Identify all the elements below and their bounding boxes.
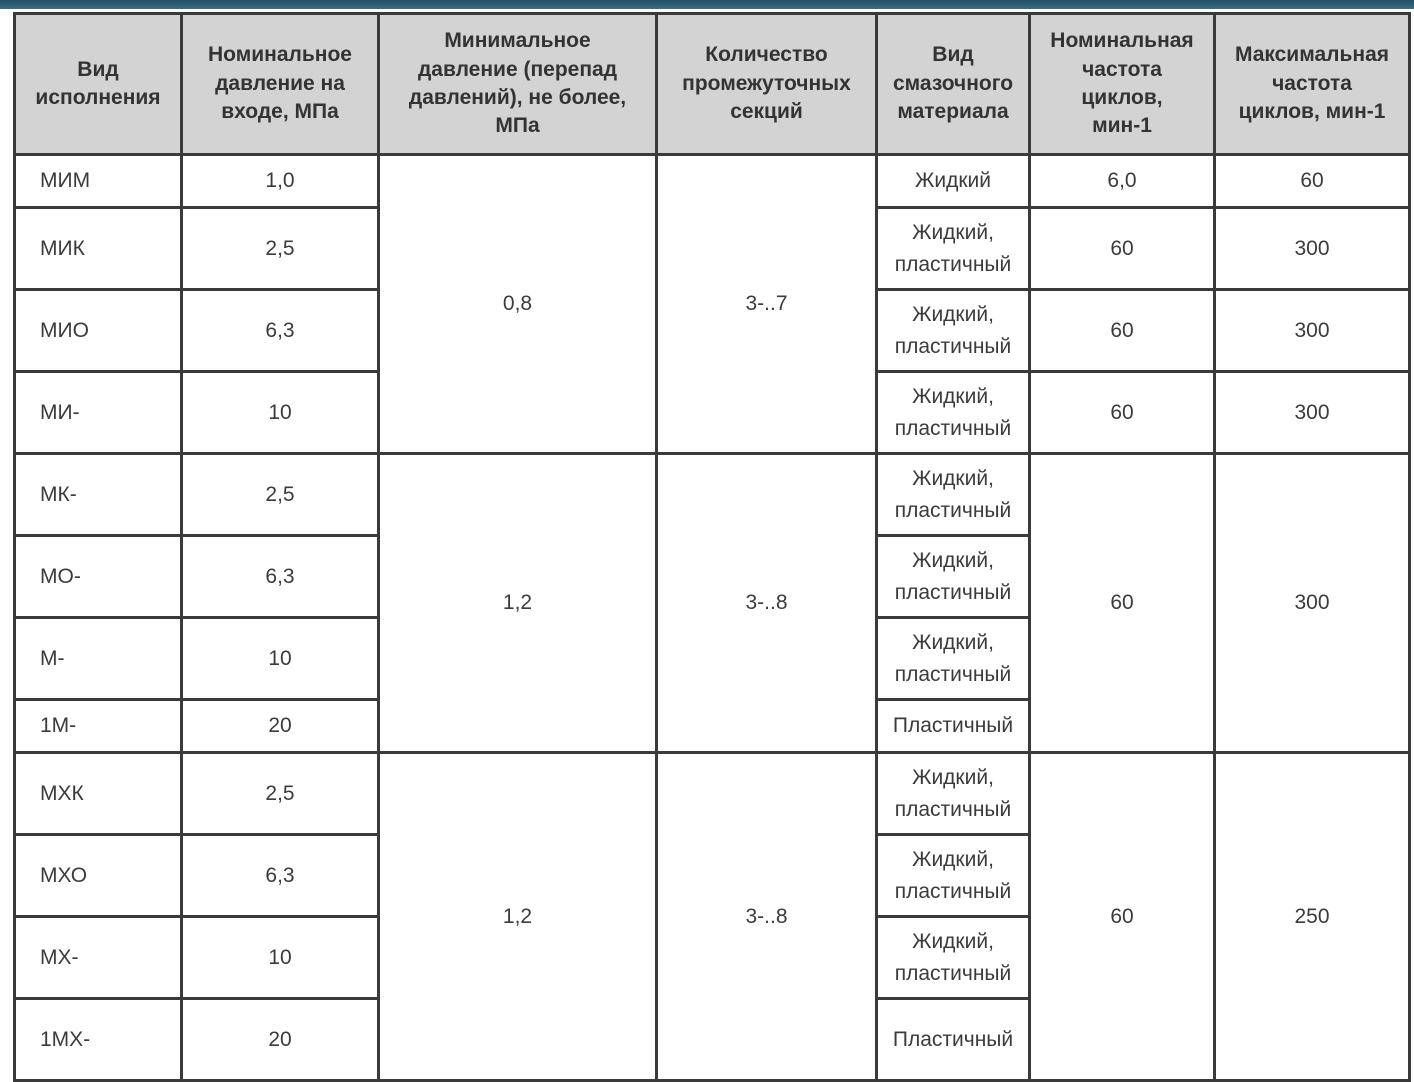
header-nominal-freq: Номинальная частота циклов, мин-1 (1028, 12, 1216, 156)
execution-type-cell: 1МХ- (13, 997, 183, 1082)
lubricant-cell: Жидкий, пластичный (875, 288, 1031, 373)
execution-type-cell: МИ- (13, 370, 183, 455)
min-pressure-cell: 1,2 (377, 751, 658, 1082)
table-row: 1М- 20 Пластичный (13, 698, 1410, 754)
lubricant-cell: Жидкий, пластичный (875, 616, 1031, 701)
execution-type-cell: МО- (13, 534, 183, 619)
lubricant-cell: Жидкий, пластичный (875, 915, 1031, 1000)
header-min-pressure: Минимальное давление (перепад давлений),… (377, 12, 658, 156)
lubricant-cell: Жидкий, пластичный (875, 452, 1031, 537)
table-row: МК- 2,5 1,2 3-..8 Жидкий, пластичный 60 … (13, 452, 1411, 754)
max-freq-cell: 60 (1213, 153, 1411, 209)
header-lubricant-type: Вид смазочного материала (875, 12, 1031, 156)
lubricant-cell: Жидкий (875, 153, 1031, 209)
execution-type-cell: МХ- (13, 915, 183, 1000)
table-row: МО- 6,3 Жидкий, пластичный (13, 534, 1410, 619)
spec-table: Вид исполнения Номинальное давление на в… (13, 12, 1411, 1082)
inlet-pressure-cell: 20 (180, 997, 380, 1082)
min-pressure-cell: 1,2 (377, 452, 658, 754)
nominal-freq-cell: 60 (1028, 206, 1216, 291)
inlet-pressure-cell: 2,5 (180, 452, 380, 537)
table-row: МИК 2,5 Жидкий, пластичный 60 300 (13, 206, 1411, 291)
inlet-pressure-cell: 10 (180, 616, 380, 701)
sections-count-cell: 3-..8 (655, 452, 878, 754)
table-row: М- 10 Жидкий, пластичный (13, 616, 1410, 701)
top-bar (0, 0, 1414, 9)
sections-count-cell: 3-..7 (655, 153, 878, 455)
nominal-freq-cell: 60 (1028, 288, 1216, 373)
lubricant-cell: Пластичный (875, 997, 1031, 1082)
table-row: МХ- 10 Жидкий, пластичный (13, 915, 1410, 1000)
max-freq-cell: 300 (1213, 452, 1411, 754)
header-sections-count: Количество промежуточных секций (655, 12, 878, 156)
lubricant-cell: Жидкий, пластичный (875, 751, 1031, 836)
execution-type-cell: МХК (13, 751, 183, 836)
table-row: МИМ 1,0 0,8 3-..7 Жидкий 6,0 60 (13, 153, 1411, 455)
lubricant-cell: Жидкий, пластичный (875, 206, 1031, 291)
table-header-row: Вид исполнения Номинальное давление на в… (13, 12, 1411, 156)
execution-type-cell: МИО (13, 288, 183, 373)
lubricant-cell: Пластичный (875, 698, 1031, 754)
max-freq-cell: 300 (1213, 288, 1411, 373)
inlet-pressure-cell: 10 (180, 370, 380, 455)
nominal-freq-cell: 6,0 (1028, 153, 1216, 209)
header-execution-type: Вид исполнения (13, 12, 183, 156)
inlet-pressure-cell: 6,3 (180, 534, 380, 619)
table-row: МИ- 10 Жидкий, пластичный 60 300 (13, 370, 1411, 455)
inlet-pressure-cell: 6,3 (180, 288, 380, 373)
inlet-pressure-cell: 20 (180, 698, 380, 754)
lubricant-cell: Жидкий, пластичный (875, 370, 1031, 455)
execution-type-cell: МИК (13, 206, 183, 291)
header-inlet-pressure: Номинальное давление на входе, МПа (180, 12, 380, 156)
inlet-pressure-cell: 2,5 (180, 751, 380, 836)
execution-type-cell: МК- (13, 452, 183, 537)
inlet-pressure-cell: 6,3 (180, 833, 380, 918)
inlet-pressure-cell: 1,0 (180, 153, 380, 209)
lubricant-cell: Жидкий, пластичный (875, 534, 1031, 619)
max-freq-cell: 300 (1213, 206, 1411, 291)
max-freq-cell: 300 (1213, 370, 1411, 455)
header-max-freq: Максимальная частота циклов, мин-1 (1213, 12, 1411, 156)
execution-type-cell: МИМ (13, 153, 183, 209)
nominal-freq-cell: 60 (1028, 370, 1216, 455)
nominal-freq-cell: 60 (1028, 452, 1216, 754)
inlet-pressure-cell: 2,5 (180, 206, 380, 291)
min-pressure-cell: 0,8 (377, 153, 658, 455)
lubricant-cell: Жидкий, пластичный (875, 833, 1031, 918)
inlet-pressure-cell: 10 (180, 915, 380, 1000)
table-row: МИО 6,3 Жидкий, пластичный 60 300 (13, 288, 1411, 373)
execution-type-cell: М- (13, 616, 183, 701)
nominal-freq-cell: 60 (1028, 751, 1216, 1082)
sections-count-cell: 3-..8 (655, 751, 878, 1082)
table-row: МХК 2,5 1,2 3-..8 Жидкий, пластичный 60 … (13, 751, 1411, 1082)
max-freq-cell: 250 (1213, 751, 1411, 1082)
table-row: МХО 6,3 Жидкий, пластичный (13, 833, 1410, 918)
execution-type-cell: 1М- (13, 698, 183, 754)
execution-type-cell: МХО (13, 833, 183, 918)
